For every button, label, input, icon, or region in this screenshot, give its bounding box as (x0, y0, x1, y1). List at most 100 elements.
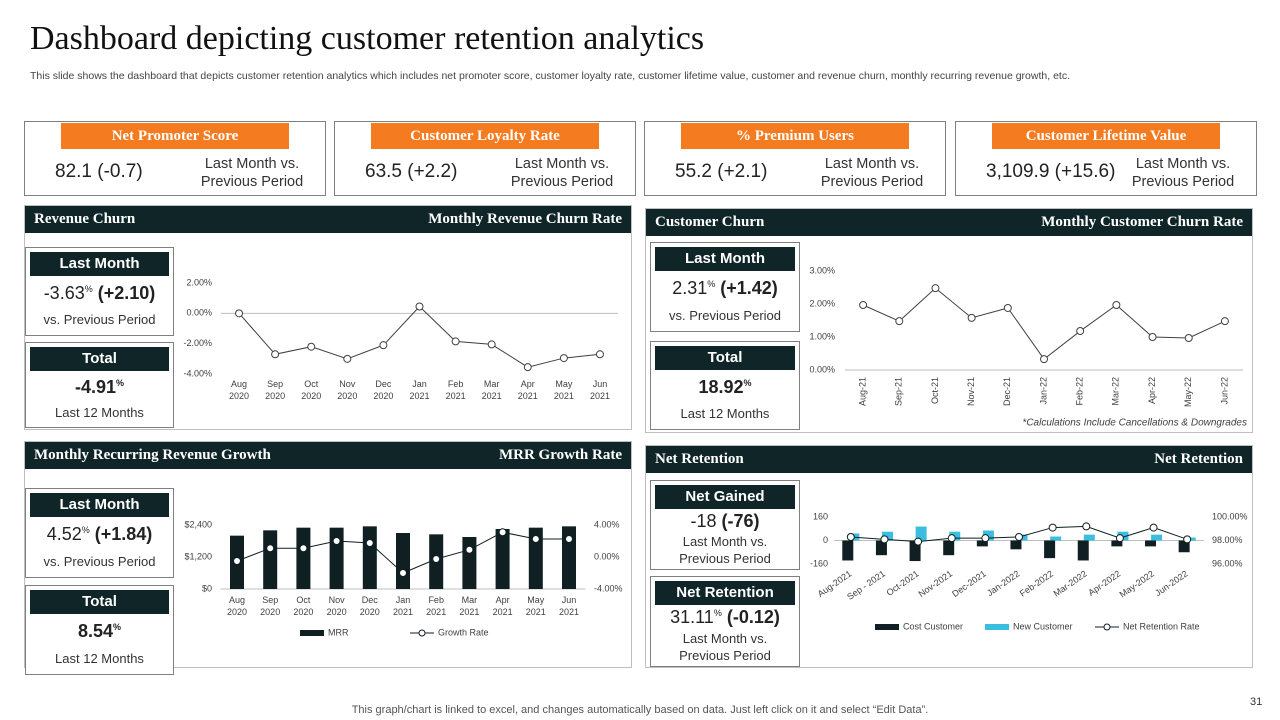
stat-box: Total 18.92% Last 12 Months (650, 341, 800, 430)
stat-note-line: Last 12 Months (55, 405, 144, 420)
stat-note: Last Month vs. Previous Period (651, 630, 799, 664)
kpi-note: Last Month vs. Previous Period (1118, 155, 1248, 191)
kpi-card: Net Promoter Score 82.1 (-0.7) Last Month … (24, 121, 326, 196)
stat-unit: % (707, 279, 716, 290)
panel: Monthly Recurring Revenue Growth MRR Grow… (24, 441, 632, 668)
stat-unit: % (81, 525, 90, 536)
stat-note: Last Month vs. Previous Period (651, 533, 799, 567)
stat-body: -4.91% Last 12 Months (26, 371, 173, 427)
kpi-note-line: Previous Period (1131, 174, 1235, 190)
stat-note-line: Previous Period (679, 648, 771, 663)
kpi-value: 55.2 (+2.1) (675, 161, 768, 182)
stat-body: -3.63% (+2.10) vs. Previous Period (26, 276, 173, 335)
kpi-value: 3,109.9 (+15.6) (986, 161, 1116, 182)
stat-value: 18.92 (698, 377, 744, 397)
stat-note-line: vs. Previous Period (669, 307, 781, 323)
kpi-note-line: Last Month vs. (204, 156, 300, 172)
stat-change: (+1.42) (720, 278, 778, 299)
stat-value: -18 (690, 510, 717, 531)
stat-line: 4.52% (+1.84) (26, 524, 173, 545)
stat-box: Net Gained -18 (-76) Last Month vs. Previou… (650, 480, 800, 570)
panel-header: Net Retention Net Retention (646, 446, 1252, 473)
stat-label: Total (30, 347, 169, 371)
stat-box: Total -4.91% Last 12 Months (25, 342, 174, 428)
kpi-card: Customer Lifetime Value 3,109.9 (+15.6) La… (955, 121, 1257, 196)
stat-note: vs. Previous Period (651, 307, 799, 324)
stat-line: -18 (-76) (651, 511, 799, 532)
stat-note-line: Last 12 Months (55, 650, 144, 666)
kpi-title: Net Promoter Score (61, 123, 289, 149)
stat-note-line: vs. Previous Period (43, 312, 156, 327)
stat-value: -3.63 (43, 283, 85, 303)
kpi-note-line: Last Month vs. (514, 156, 610, 172)
stat-line: -4.91% (26, 377, 173, 398)
stat-label: Last Month (30, 252, 169, 276)
stat-label: Net Retention (655, 581, 795, 605)
stat-label: Net Gained (655, 485, 795, 509)
panel: Net Retention Net Retention (645, 445, 1253, 668)
stat-line: 18.92% (651, 377, 799, 398)
kpi-note-line: Previous Period (510, 174, 614, 190)
page-number: 31 (1250, 696, 1263, 708)
kpi-value: 82.1 (-0.7) (55, 161, 143, 182)
stat-unit: % (713, 608, 722, 618)
kpi-note: Last Month vs. Previous Period (187, 155, 317, 191)
stat-change: (-76) (721, 510, 760, 531)
panel-subtitle: Monthly Revenue Churn Rate (428, 211, 622, 227)
stat-change: (+1.84) (94, 524, 153, 545)
stat-note: vs. Previous Period (26, 553, 173, 570)
stat-note-line: Last Month vs. (682, 631, 768, 646)
stat-body: 4.52% (+1.84) vs. Previous Period (26, 517, 173, 577)
kpi-title: Customer Lifetime Value (992, 123, 1220, 149)
kpi-note: Last Month vs. Previous Period (807, 155, 937, 191)
stat-note-line: vs. Previous Period (43, 553, 156, 569)
stat-note: Last 12 Months (651, 405, 799, 422)
panel-title: Net Retention (655, 451, 744, 467)
stat-note-line: Last 12 Months (680, 406, 770, 421)
stat-body: 2.31% (+1.42) vs. Previous Period (651, 271, 799, 331)
stat-label: Last Month (655, 247, 795, 271)
stat-label: Total (30, 590, 169, 614)
stat-value: 4.52 (46, 524, 82, 545)
stat-body: 18.92% Last 12 Months (651, 370, 799, 429)
stat-box: Last Month 2.31% (+1.42) vs. Previous Peri… (650, 242, 800, 332)
stat-value: 31.11 (670, 607, 714, 627)
subtitle: This slide shows the dashboard that depi… (30, 70, 1070, 82)
stat-body: 8.54% Last 12 Months (26, 614, 173, 674)
stat-box: Total 8.54% Last 12 Months (25, 585, 174, 675)
panel-title: Customer Churn (655, 214, 765, 230)
stat-box: Last Month 4.52% (+1.84) vs. Previous Peri… (25, 488, 174, 578)
stat-box: Net Retention 31.11% (-0.12) Last Month vs… (650, 576, 800, 667)
stat-note: Last 12 Months (26, 650, 173, 667)
stat-note-line: Last Month vs. (682, 534, 768, 550)
stat-label: Last Month (30, 493, 169, 517)
stat-value: 8.54 (77, 621, 114, 642)
stat-value: 2.31 (672, 278, 708, 299)
stat-note: vs. Previous Period (26, 311, 173, 328)
kpi-note-line: Last Month vs. (1135, 156, 1231, 172)
panel-header: Customer Churn Monthly Customer Churn Rat… (646, 209, 1252, 236)
stat-line: 8.54% (26, 621, 173, 642)
kpi-note: Last Month vs. Previous Period (497, 155, 627, 191)
panel-subtitle: MRR Growth Rate (498, 447, 622, 463)
footer-note: This graph/chart is linked to excel, and… (351, 704, 929, 716)
kpi-value: 63.5 (+2.2) (365, 161, 458, 182)
kpi-note-line: Previous Period (200, 174, 304, 190)
stat-note-line: Previous Period (679, 551, 771, 567)
stat-unit: % (84, 284, 93, 294)
stat-box: Last Month -3.63% (+2.10) vs. Previous Per… (25, 247, 174, 336)
kpi-card: Customer Loyalty Rate 63.5 (+2.2) Last Mon… (334, 121, 636, 196)
stat-line: -3.63% (+2.10) (26, 283, 173, 304)
stat-change: (+2.10) (97, 283, 156, 303)
stat-note: Last 12 Months (26, 404, 173, 421)
panel-subtitle: Monthly Customer Churn Rate (1041, 214, 1243, 230)
kpi-title: % Premium Users (681, 123, 909, 149)
panel-title: Revenue Churn (34, 211, 136, 227)
panel: Customer Churn Monthly Customer Churn Rat… (645, 208, 1253, 433)
kpi-note-line: Last Month vs. (824, 156, 920, 172)
stat-unit: % (743, 378, 752, 388)
stat-change: (-0.12) (726, 607, 780, 627)
panel-header: Revenue Churn Monthly Revenue Churn Rate (25, 206, 631, 233)
stat-label: Total (655, 346, 795, 370)
